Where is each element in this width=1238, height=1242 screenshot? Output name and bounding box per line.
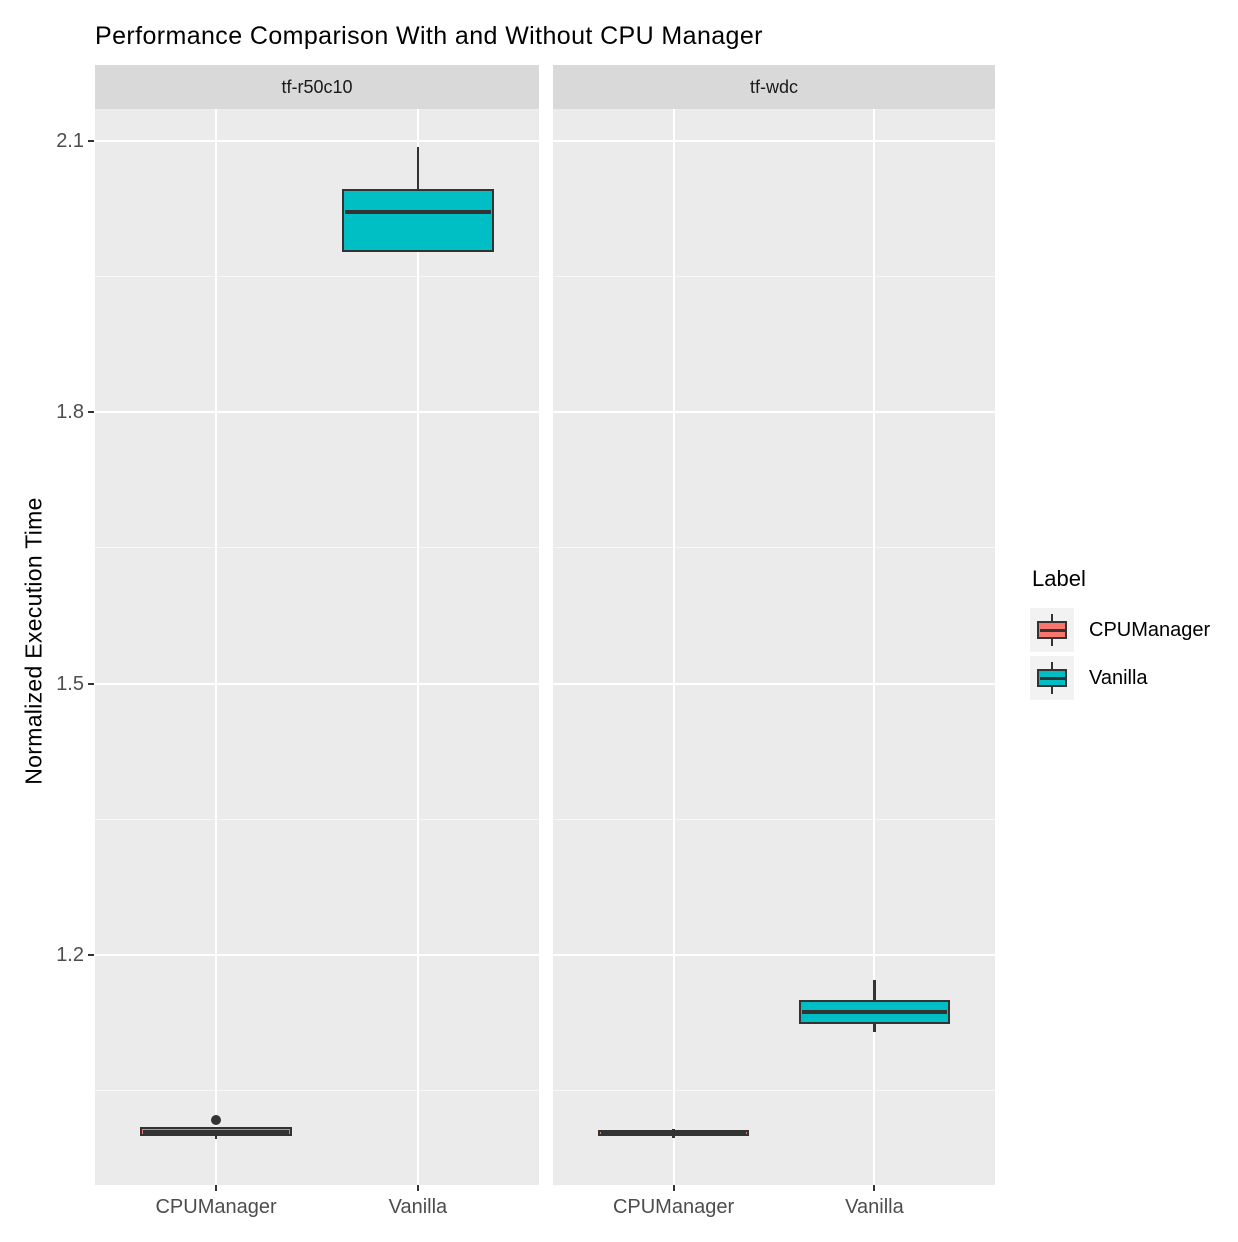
- legend: Label CPUManager Vanilla: [1030, 566, 1235, 704]
- box-vanilla: [342, 188, 494, 252]
- gridline-minor: [553, 275, 995, 277]
- gridline-minor: [553, 818, 995, 820]
- gridline-category: [672, 109, 675, 1185]
- whisker-lower: [672, 1136, 675, 1138]
- facet-strip-label: tf-wdc: [749, 76, 798, 97]
- gridline-minor: [95, 275, 539, 277]
- gridline-major: [95, 954, 539, 957]
- legend-entries: CPUManager Vanilla: [1030, 608, 1235, 700]
- facet-strip: tf-r50c10: [95, 65, 539, 109]
- whisker-lower: [214, 1136, 218, 1139]
- gridline-minor: [95, 1090, 539, 1092]
- gridline-major: [553, 139, 995, 142]
- whisker-upper: [873, 979, 876, 1001]
- gridline-major: [553, 954, 995, 957]
- legend-entry-label: Vanilla: [1089, 666, 1148, 689]
- facet-strip-label: tf-r50c10: [281, 76, 353, 97]
- gridline-major: [553, 411, 995, 414]
- x-tick-label: Vanilla: [388, 1196, 448, 1218]
- outlier-point: [211, 1114, 222, 1125]
- y-tick: [88, 411, 94, 414]
- legend-key: [1030, 608, 1074, 652]
- y-tick: [88, 139, 94, 142]
- y-tick: [88, 682, 94, 685]
- gridline-major: [95, 682, 539, 685]
- gridline-major: [553, 682, 995, 685]
- x-tick-label: CPUManager: [155, 1196, 277, 1218]
- x-tick: [215, 1185, 218, 1191]
- median-line: [344, 210, 492, 215]
- facet-strip: tf-wdc: [553, 65, 995, 109]
- facet-panel: [95, 109, 539, 1185]
- whisker-upper: [416, 147, 420, 189]
- x-tick-label: CPUManager: [612, 1196, 735, 1218]
- median-line: [600, 1131, 747, 1136]
- y-tick: [88, 954, 94, 957]
- median-line: [142, 1129, 290, 1134]
- legend-entry-label: CPUManager: [1089, 618, 1211, 641]
- x-tick: [873, 1185, 876, 1191]
- x-tick-label: Vanilla: [845, 1196, 904, 1218]
- median-line: [801, 1010, 948, 1015]
- whisker-upper: [672, 1128, 675, 1130]
- whisker-lower: [873, 1023, 876, 1033]
- gridline-minor: [95, 818, 539, 820]
- legend-key: [1030, 656, 1074, 700]
- gridline-major: [95, 139, 539, 142]
- legend-entry-cpumanager: CPUManager: [1030, 608, 1235, 652]
- gridline-minor: [553, 1090, 995, 1092]
- gridline-category: [416, 109, 419, 1185]
- legend-key-median: [1039, 628, 1065, 632]
- y-tick-label: 1.2: [56, 944, 84, 967]
- x-tick: [672, 1185, 675, 1191]
- gridline-major: [95, 411, 539, 414]
- gridline-minor: [553, 547, 995, 549]
- x-tick: [416, 1185, 419, 1191]
- gridline-minor: [95, 547, 539, 549]
- y-tick-label: 1.5: [56, 672, 84, 695]
- chart-title: Performance Comparison With and Without …: [95, 22, 763, 50]
- legend-entry-vanilla: Vanilla: [1030, 656, 1235, 700]
- y-tick-label: 2.1: [56, 129, 84, 152]
- legend-key-median: [1039, 676, 1065, 680]
- legend-title: Label: [1032, 566, 1086, 591]
- y-tick-label: 1.8: [56, 401, 84, 424]
- gridline-category: [215, 109, 218, 1185]
- gridline-category: [873, 109, 876, 1185]
